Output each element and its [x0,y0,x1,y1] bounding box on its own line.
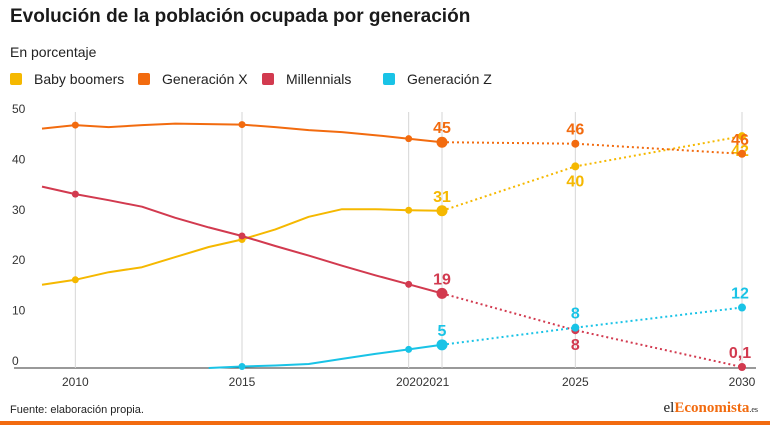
data-label: 0,1 [729,345,751,362]
data-label: 31 [433,189,451,206]
brand-bar [0,421,770,425]
data-point [238,362,246,370]
data-point [405,206,413,214]
projection-line [441,306,743,346]
projection-line [441,141,743,155]
series-line [208,343,443,369]
projection-point [738,132,746,141]
projection-point [738,149,746,158]
data-point [71,121,79,129]
y-tick-label: 10 [12,304,26,318]
legend-item-millennials: Millennials [262,71,351,87]
x-tick-label: 2025 [562,375,589,389]
data-label: 12 [731,286,749,303]
legend-swatch-icon [138,73,150,85]
legend-label: Generación X [162,71,248,87]
legend-swatch-icon [383,73,395,85]
chart-title: Evolución de la población ocupada por ge… [10,6,471,27]
data-point-2021 [436,287,448,299]
brand-logo: elEconomista.es [663,400,759,416]
projection-point [738,303,746,312]
projection-point [571,323,580,332]
legend-label: Millennials [286,71,352,87]
legend-item-baby-boomers: Baby boomers [10,71,124,87]
data-point-2021 [436,136,448,148]
projection-point [571,139,580,148]
data-label: 45 [433,120,451,137]
data-point [238,232,246,240]
data-point [238,121,246,129]
projection-line [441,135,743,212]
chart-subtitle: En porcentaje [10,44,97,60]
projection-point [571,162,580,171]
data-label: 46 [731,132,749,149]
x-tick-label: 2030 [729,375,756,389]
projection-line [441,292,743,368]
y-tick-label: 50 [12,102,26,116]
x-tick-label: 2010 [62,375,89,389]
data-point-2021 [436,205,448,217]
data-point [405,345,413,353]
source-note: Fuente: elaboración propia. [10,404,144,416]
legend-swatch-icon [10,73,22,85]
data-label: 8 [571,306,580,323]
data-point [71,276,79,284]
y-tick-label: 40 [12,152,26,166]
data-point [405,135,413,143]
data-point [405,280,413,288]
x-tick-label: 2020 [396,375,423,389]
data-label: 40 [566,173,584,190]
data-label: 46 [566,122,584,139]
data-point [71,190,79,198]
data-label: 5 [438,323,447,340]
legend-item-generacion-z: Generación Z [383,71,492,87]
projection-point [738,362,746,371]
y-tick-label: 30 [12,203,26,217]
y-tick-label: 20 [12,253,26,267]
legend-label: Baby boomers [34,71,125,87]
data-label: 19 [433,271,451,288]
x-tick-label: 2015 [229,375,256,389]
legend-item-generacion-x: Generación X [138,71,248,87]
legend-swatch-icon [262,73,274,85]
data-point-2021 [436,339,448,351]
x-tick-label: 2021 [423,375,450,389]
data-label: 8 [571,337,580,354]
legend-label: Generación Z [407,71,492,87]
y-tick-label: 0 [12,354,19,368]
